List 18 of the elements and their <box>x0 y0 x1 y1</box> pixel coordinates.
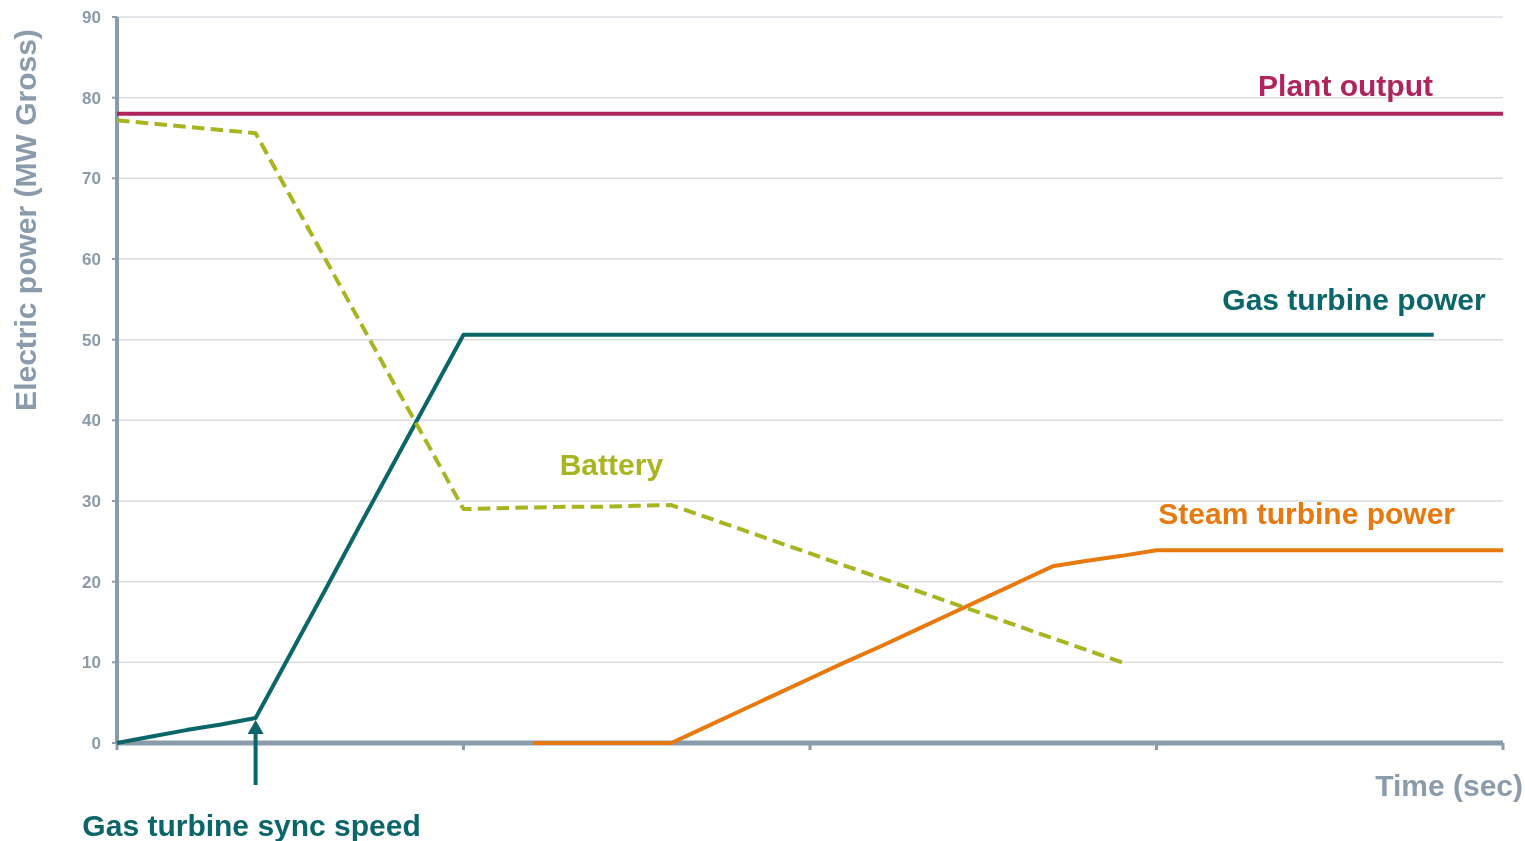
y-tick-label: 80 <box>82 88 101 108</box>
y-tick-label: 40 <box>82 411 101 431</box>
y-tick-label: 10 <box>82 653 101 673</box>
y-tick-label: 90 <box>82 7 101 27</box>
series-label: Gas turbine power <box>1222 282 1487 316</box>
y-tick-label: 20 <box>82 572 101 592</box>
y-tick-label: 30 <box>82 491 101 511</box>
series-label: Steam turbine power <box>1158 497 1456 531</box>
line-series <box>115 118 1124 665</box>
x-axis-title: Time (sec) <box>1375 769 1523 802</box>
y-tick-label: 50 <box>82 330 101 350</box>
y-tick-label: 70 <box>82 169 101 189</box>
y-tick-label: 0 <box>91 733 101 753</box>
y-axis-title: Electric power (MW Gross) <box>9 29 42 411</box>
series-label: Plant output <box>1258 68 1433 102</box>
series-label: Battery <box>559 448 664 482</box>
line-series <box>530 548 1505 745</box>
y-tick-label: 60 <box>82 249 101 269</box>
